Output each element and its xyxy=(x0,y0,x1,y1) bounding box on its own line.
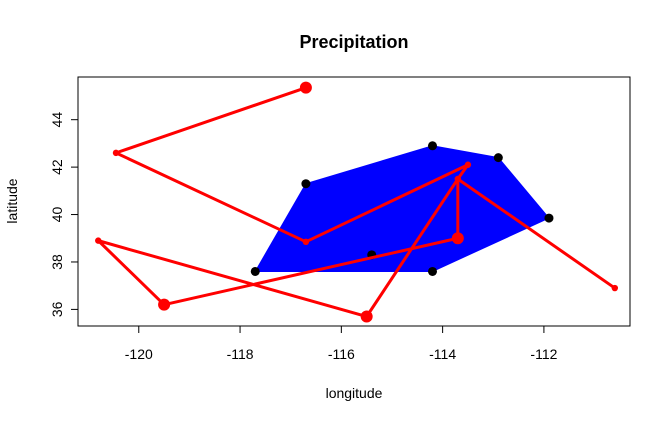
x-tick-label-1: -118 xyxy=(227,346,254,362)
y-axis-label: latitude xyxy=(4,178,20,223)
x-tick-label-0: -120 xyxy=(125,346,153,362)
black-point-5 xyxy=(427,266,437,276)
x-axis: -120 -118 -116 -114 -112 xyxy=(125,325,558,362)
black-point-1 xyxy=(301,179,311,189)
x-axis-label: longitude xyxy=(326,385,383,401)
red-large-point-3 xyxy=(360,310,373,323)
black-point-3 xyxy=(493,153,503,163)
red-small-point-0 xyxy=(112,149,120,157)
hull-polygon xyxy=(254,145,550,272)
plot-area xyxy=(95,81,619,323)
black-point-2 xyxy=(427,141,437,151)
red-small-point-3 xyxy=(454,175,462,183)
y-tick-label-0: 36 xyxy=(49,301,65,317)
plot-frame xyxy=(77,76,631,327)
y-tick-label-4: 44 xyxy=(49,112,65,128)
y-tick-label-2: 40 xyxy=(49,207,65,223)
red-large-point-0 xyxy=(299,81,312,94)
y-tick-label-3: 42 xyxy=(49,159,65,175)
x-tick-label-2: -116 xyxy=(328,346,355,362)
y-tick-label-1: 38 xyxy=(49,254,65,270)
x-tick-label-3: -114 xyxy=(429,346,456,362)
red-large-point-1 xyxy=(451,232,464,245)
y-axis: 36 38 40 42 44 xyxy=(49,112,79,317)
chart-title: Precipitation xyxy=(299,32,408,52)
black-point-4 xyxy=(544,213,554,223)
red-small-point-4 xyxy=(95,237,102,244)
red-small-point-2 xyxy=(464,161,472,168)
x-tick-label-4: -112 xyxy=(530,346,557,362)
black-point-0 xyxy=(250,266,260,276)
red-large-point-2 xyxy=(158,298,171,311)
red-small-point-5 xyxy=(611,284,619,292)
red-small-point-1 xyxy=(302,238,310,246)
